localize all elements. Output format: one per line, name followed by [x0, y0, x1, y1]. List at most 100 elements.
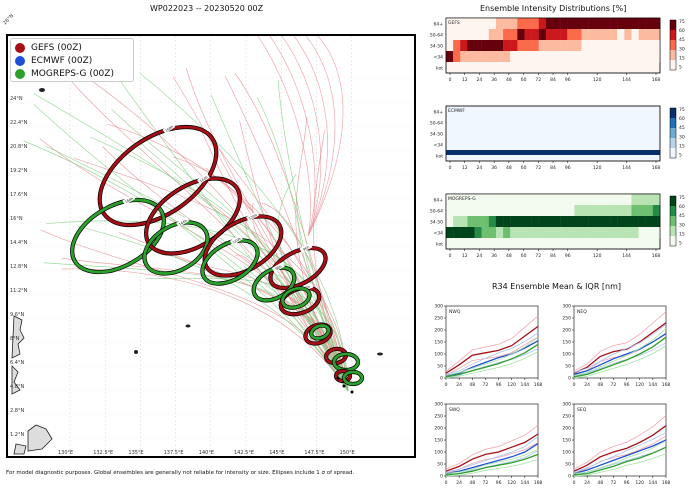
map-y-tick: 12.8°N [10, 264, 28, 270]
heatmap-cell [595, 18, 604, 29]
heatmap-cell [467, 40, 475, 51]
heatmap-cell [560, 227, 568, 238]
heatmap-cell [446, 150, 660, 155]
heatmap-cell [652, 40, 661, 51]
heatmap-cell [453, 40, 461, 51]
heatmap-cell [652, 194, 661, 205]
heatmap-x-label: 48 [506, 77, 512, 83]
heatmap-cell [460, 18, 468, 29]
heatmap-cell [531, 51, 539, 62]
heatmap-cell [560, 194, 568, 205]
spread-ellipse [70, 198, 166, 274]
colorbar-label: 75 [679, 19, 685, 25]
heatmap-cell [631, 227, 639, 238]
ensemble-track [102, 146, 349, 392]
r34-y-label: 50 [565, 364, 571, 370]
r34-y-label: 100 [434, 450, 443, 456]
legend-label: GEFS (00Z) [31, 42, 82, 53]
heatmap-cell [510, 216, 518, 227]
heatmap-cell [531, 216, 539, 227]
heatmap-cell [503, 51, 511, 62]
heatmap-cell [503, 29, 511, 40]
heatmap-cell [510, 205, 518, 216]
heatmap-cell [638, 205, 646, 216]
colorbar-label: 15 [679, 231, 685, 237]
r34-x-label: 168 [662, 480, 671, 486]
heatmap-panel-label: ECMWF [448, 108, 465, 114]
heatmap-cell [495, 51, 504, 62]
heatmap-x-label: 144 [622, 165, 631, 171]
r34-mean-line [573, 439, 667, 475]
heatmap-cell [495, 29, 504, 40]
heatmap-x-label: 60 [521, 253, 527, 259]
r34-y-label: 300 [562, 304, 571, 310]
heatmap-cell [652, 18, 661, 29]
r34-x-label: 168 [534, 382, 543, 388]
spread-ellipse [281, 286, 311, 310]
heatmap-cell [524, 205, 532, 216]
heatmap-cell [474, 227, 482, 238]
colorbar-label: 75 [679, 195, 685, 201]
heatmap-cell [460, 216, 468, 227]
heatmap-cell [567, 227, 575, 238]
r34-y-label: 50 [565, 462, 571, 468]
colorbar-label: 45 [679, 125, 685, 131]
colorbar-label: 75 [679, 107, 685, 113]
heatmap-y-label: kot [436, 154, 443, 160]
spread-ellipse-group: 96h [268, 242, 328, 291]
heatmap-cell [581, 194, 589, 205]
r34-x-label: 96 [624, 382, 630, 388]
r34-x-label: 120 [635, 382, 644, 388]
heatmap-cell [531, 227, 539, 238]
ellipse-label: 96h [302, 245, 310, 252]
map-corner-label: 26°N [2, 13, 16, 27]
r34-x-label: 48 [469, 382, 475, 388]
heatmap-cell [595, 194, 604, 205]
heatmap-cell [474, 205, 482, 216]
r34-iqr-upper [573, 311, 667, 372]
heatmap-cell [567, 205, 575, 216]
heatmap-cell [610, 40, 618, 51]
r34-x-label: 24 [456, 480, 462, 486]
heatmap-cell [474, 194, 482, 205]
ensemble-track [262, 202, 349, 392]
ensemble-track [74, 157, 349, 392]
map-x-tick: 142.5°E [234, 450, 254, 456]
heatmap-cell [517, 194, 525, 205]
heatmap-cell [545, 29, 554, 40]
heatmap-x-label: 72 [535, 253, 541, 259]
heatmap-cell [617, 194, 625, 205]
map-y-tick: 19.2°N [10, 168, 28, 174]
r34-x-label: 24 [584, 382, 590, 388]
ellipse-label: 120h [232, 237, 242, 245]
map-y-tick: 20.8°N [10, 144, 28, 150]
r34-y-label: 100 [562, 450, 571, 456]
ellipse-label: 168h [124, 196, 134, 204]
heatmap-y-label: 34-50 [430, 220, 443, 226]
map-y-tick: 4.8°N [10, 384, 25, 390]
colorbar-label: 30 [679, 46, 685, 52]
map-y-tick: 2.8°N [10, 408, 25, 414]
heatmap-x-label: 144 [622, 253, 631, 259]
spread-ellipse-group: 96h [251, 262, 297, 303]
ellipse-label: 144h [178, 219, 188, 227]
heatmap-x-label: 168 [652, 77, 661, 83]
heatmap-cell [488, 51, 497, 62]
heatmap-x-label: 60 [521, 165, 527, 171]
heatmap-x-label: 0 [449, 253, 452, 259]
heatmap-cell [510, 18, 518, 29]
heatmap-cell [595, 227, 604, 238]
r34-mean-line [445, 443, 539, 475]
heatmap-cell [538, 51, 547, 62]
heatmap-x-label: 12 [462, 165, 468, 171]
heatmap-cell [631, 216, 639, 227]
map-x-tick: 150°E [339, 450, 355, 456]
heatmap-cell [503, 40, 511, 51]
r34-mean-line [445, 453, 539, 476]
colorbar-label: 5 [679, 240, 682, 246]
legend-dot-icon [15, 42, 25, 53]
heatmap-cell [503, 227, 511, 238]
heatmap-cell [645, 216, 654, 227]
ensemble-track [269, 36, 316, 237]
